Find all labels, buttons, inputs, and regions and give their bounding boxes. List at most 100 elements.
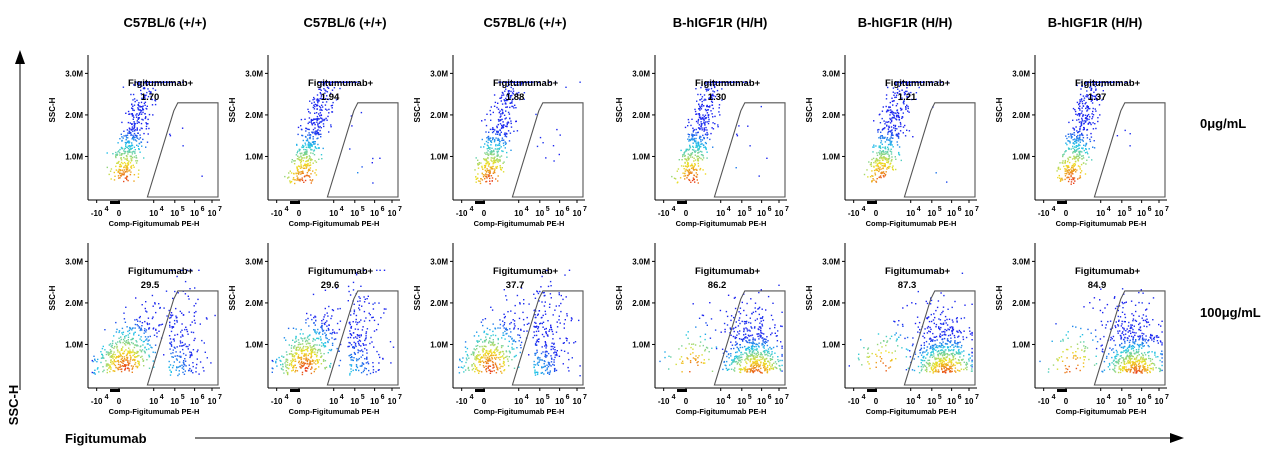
- event-point: [704, 114, 707, 116]
- event-point: [306, 172, 309, 174]
- event-point: [691, 179, 694, 182]
- event-point: [321, 342, 323, 344]
- event-point: [1077, 148, 1079, 150]
- event-point: [903, 92, 906, 94]
- event-point: [1101, 84, 1103, 86]
- event-point: [176, 316, 178, 319]
- event-point: [106, 152, 108, 154]
- event-point: [1073, 134, 1076, 136]
- event-point: [496, 131, 498, 133]
- event-point: [879, 137, 882, 140]
- event-point: [304, 337, 306, 339]
- event-point: [306, 155, 308, 158]
- event-point: [1099, 81, 1101, 83]
- event-point: [119, 341, 121, 343]
- event-point: [1071, 133, 1073, 135]
- event-point: [680, 165, 683, 167]
- event-point: [486, 168, 488, 170]
- event-point: [485, 171, 488, 173]
- event-point: [547, 352, 550, 355]
- event-point: [350, 368, 352, 370]
- event-point: [497, 155, 499, 157]
- x-tick-label: 0: [684, 209, 689, 218]
- event-point: [354, 352, 356, 355]
- event-point: [905, 84, 908, 86]
- event-point: [480, 162, 482, 164]
- event-point: [313, 101, 315, 103]
- event-point: [513, 84, 516, 86]
- event-point: [145, 348, 148, 351]
- event-point: [112, 340, 114, 342]
- event-point: [538, 359, 541, 361]
- event-point: [558, 292, 560, 294]
- event-point: [127, 140, 129, 143]
- event-point: [366, 357, 368, 359]
- event-point: [903, 94, 906, 96]
- event-point: [137, 145, 139, 147]
- event-point: [1086, 106, 1088, 109]
- event-point: [146, 81, 148, 83]
- event-point: [193, 305, 195, 307]
- event-point: [313, 149, 316, 151]
- event-point: [541, 301, 543, 303]
- event-point: [877, 162, 879, 165]
- event-point: [898, 85, 901, 87]
- event-point: [367, 295, 369, 297]
- event-point: [118, 355, 120, 357]
- event-point: [324, 307, 326, 310]
- event-point: [362, 343, 364, 345]
- panel-x-label: Comp-Figitumumab PE-H: [289, 219, 380, 228]
- event-point: [1072, 142, 1074, 144]
- event-point: [894, 125, 896, 128]
- event-point: [871, 158, 873, 161]
- event-point: [898, 115, 900, 117]
- event-point: [158, 330, 160, 332]
- event-point: [309, 169, 311, 171]
- event-point: [325, 337, 327, 339]
- event-point: [132, 93, 135, 96]
- event-point: [701, 151, 703, 153]
- event-point: [714, 95, 717, 98]
- event-point: [476, 348, 478, 350]
- event-point: [550, 348, 552, 351]
- event-point: [892, 104, 894, 106]
- event-point: [495, 145, 497, 147]
- event-point: [1069, 133, 1072, 135]
- event-point: [97, 358, 99, 361]
- event-point: [194, 322, 196, 324]
- event-point: [177, 366, 180, 368]
- gate-polygon: [146, 290, 219, 386]
- event-point: [127, 360, 129, 362]
- event-point: [131, 151, 133, 153]
- event-point: [487, 358, 489, 360]
- event-point: [358, 334, 360, 336]
- event-point: [1077, 160, 1080, 162]
- event-point: [877, 165, 879, 168]
- event-point: [350, 325, 353, 328]
- event-point: [147, 133, 149, 135]
- event-point: [137, 355, 139, 357]
- event-point: [508, 92, 510, 95]
- event-point: [704, 121, 707, 123]
- event-point: [897, 137, 900, 139]
- event-point: [881, 165, 883, 167]
- event-point: [120, 147, 123, 149]
- y-tick-label: 2.0M: [430, 299, 448, 308]
- event-point: [138, 112, 141, 114]
- event-point: [127, 167, 129, 169]
- panel-x-label: Comp-Figitumumab PE-H: [1056, 219, 1147, 228]
- event-point: [128, 141, 131, 143]
- event-point: [301, 366, 303, 368]
- event-point: [144, 346, 146, 348]
- event-point: [1068, 178, 1071, 181]
- event-point: [501, 150, 503, 152]
- event-point: [112, 153, 114, 155]
- event-point: [491, 356, 493, 359]
- event-point: [101, 347, 104, 350]
- event-point: [129, 146, 131, 148]
- event-point: [295, 340, 298, 342]
- event-point: [126, 326, 128, 328]
- event-point: [110, 345, 112, 347]
- event-point: [324, 360, 327, 362]
- event-point: [497, 118, 500, 121]
